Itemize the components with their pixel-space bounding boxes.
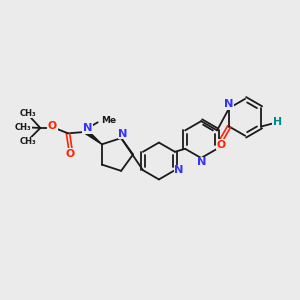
- Text: Me: Me: [101, 116, 116, 125]
- Text: O: O: [66, 148, 75, 158]
- Text: H: H: [273, 117, 282, 127]
- Text: N: N: [82, 123, 92, 133]
- Text: CH₃: CH₃: [20, 109, 36, 118]
- Text: N: N: [118, 129, 128, 139]
- Text: N: N: [174, 165, 184, 175]
- Text: O: O: [216, 140, 226, 150]
- Text: CH₃: CH₃: [20, 137, 36, 146]
- Text: N: N: [197, 157, 206, 167]
- Text: N: N: [224, 99, 233, 109]
- Polygon shape: [85, 130, 102, 144]
- Text: O: O: [48, 122, 57, 131]
- Text: CH₃: CH₃: [15, 123, 32, 132]
